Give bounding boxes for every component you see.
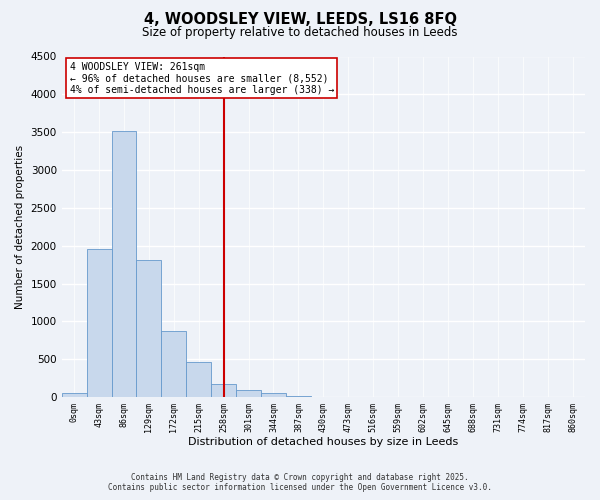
- Text: 4, WOODSLEY VIEW, LEEDS, LS16 8FQ: 4, WOODSLEY VIEW, LEEDS, LS16 8FQ: [143, 12, 457, 28]
- Bar: [62, 394, 86, 397]
- Text: Contains HM Land Registry data © Crown copyright and database right 2025.
Contai: Contains HM Land Registry data © Crown c…: [108, 473, 492, 492]
- Bar: [236, 390, 261, 397]
- Bar: [211, 384, 236, 397]
- Bar: [186, 362, 211, 397]
- Bar: [136, 260, 161, 397]
- Text: Size of property relative to detached houses in Leeds: Size of property relative to detached ho…: [142, 26, 458, 39]
- Bar: [86, 250, 112, 397]
- Bar: [286, 396, 311, 397]
- Bar: [161, 331, 186, 397]
- Bar: [112, 130, 136, 397]
- Text: 4 WOODSLEY VIEW: 261sqm
← 96% of detached houses are smaller (8,552)
4% of semi-: 4 WOODSLEY VIEW: 261sqm ← 96% of detache…: [70, 62, 334, 95]
- Bar: [261, 394, 286, 397]
- X-axis label: Distribution of detached houses by size in Leeds: Distribution of detached houses by size …: [188, 438, 458, 448]
- Y-axis label: Number of detached properties: Number of detached properties: [15, 144, 25, 309]
